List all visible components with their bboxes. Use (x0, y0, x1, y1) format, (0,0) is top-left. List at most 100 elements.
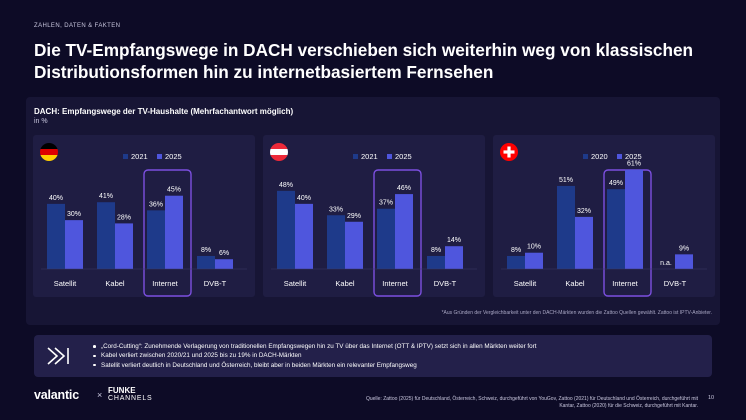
legend-swatch (353, 154, 358, 159)
chart-svg-austria: 2021 2025 48% 40% Satellit 33% 29% Kabel 37% 46% I… (270, 143, 477, 297)
bar (557, 185, 575, 269)
fast-forward-icon (47, 347, 69, 365)
funke-logo-text: FUNKE (108, 386, 136, 395)
summary-bullet: Kabel verliert zwischen 2020/21 und 2025… (92, 351, 537, 360)
bar (115, 223, 133, 269)
bar (197, 255, 215, 269)
source-note: Quelle: Zattoo (2025) für Deutschland, Ö… (365, 396, 698, 409)
legend-label: 2025 (165, 152, 182, 161)
category-label: Internet (612, 279, 638, 288)
bar (575, 216, 593, 269)
highlight-frame (373, 169, 422, 297)
data-label: 41% (99, 193, 113, 200)
chart-austria: 2021 2025 48% 40% Satellit 33% 29% Kabel 37% 46% I… (263, 135, 485, 297)
data-label: 6% (219, 250, 229, 257)
category-label: Kabel (565, 279, 585, 288)
bar (327, 215, 345, 269)
category-label: Satellit (54, 279, 77, 288)
data-label: 51% (559, 177, 573, 184)
legend-swatch (617, 154, 622, 159)
legend-label: 2025 (395, 152, 412, 161)
data-label: 8% (431, 247, 441, 254)
data-label: 48% (279, 182, 293, 189)
chart-switzerland: 2020 2025 8% 10% Satellit 51% 32% Kabel 49% 61% In… (493, 135, 715, 297)
category-label: Internet (382, 279, 408, 288)
data-label: 40% (49, 195, 63, 202)
legend-swatch (157, 154, 162, 159)
bar (47, 203, 65, 269)
category-label: Satellit (284, 279, 307, 288)
legend-swatch (387, 154, 392, 159)
category-label: DVB-T (434, 279, 457, 288)
section-tag: ZAHLEN, DATEN & FAKTEN (34, 23, 121, 29)
legend-label: 2021 (361, 152, 378, 161)
data-label: 10% (527, 244, 541, 251)
category-label: DVB-T (204, 279, 227, 288)
bar (147, 210, 165, 269)
bar (295, 203, 313, 269)
data-label: 49% (609, 180, 623, 187)
summary-bullets: „Cord-Cutting“: Zunehmende Verlagerung v… (92, 342, 537, 370)
chart-germany: 2021 2025 40% 30% Satellit 41% 28% Kabel 36% 45% I… (33, 135, 255, 297)
bar (525, 252, 543, 269)
legend-swatch (583, 154, 588, 159)
switzerland-flag-icon (500, 143, 518, 161)
summary-bullet: „Cord-Cutting“: Zunehmende Verlagerung v… (92, 342, 537, 351)
category-label: Kabel (335, 279, 355, 288)
data-label: 36% (149, 201, 163, 208)
bar (445, 246, 463, 269)
category-label: DVB-T (664, 279, 687, 288)
highlight-frame (143, 169, 192, 297)
bar (165, 195, 183, 269)
data-label: 30% (67, 211, 81, 218)
page-number: 10 (708, 395, 715, 401)
data-label: 8% (511, 247, 521, 254)
channels-logo-text: CHANNELS (108, 395, 153, 402)
chart-svg-switzerland: 2020 2025 8% 10% Satellit 51% 32% Kabel 49% 61% In… (500, 143, 707, 297)
bar (215, 259, 233, 269)
data-label: 8% (201, 247, 211, 254)
summary-bullet: Satellit verliert deutlich in Deutschlan… (92, 361, 537, 370)
bar (97, 202, 115, 269)
data-label: 45% (167, 187, 181, 194)
panel-unit: in % (34, 118, 48, 125)
bar (675, 254, 693, 269)
bar (377, 208, 395, 269)
data-label: 46% (397, 185, 411, 192)
category-label: Kabel (105, 279, 125, 288)
summary-box: „Cord-Cutting“: Zunehmende Verlagerung v… (34, 335, 712, 377)
data-label: 37% (379, 200, 393, 207)
bar (625, 169, 643, 269)
data-label: n.a. (660, 260, 672, 267)
bar (277, 190, 295, 269)
data-label: 9% (679, 245, 689, 252)
data-label: 40% (297, 195, 311, 202)
chart-panel: DACH: Empfangswege der TV-Haushalte (Meh… (26, 97, 720, 325)
data-label: 14% (447, 237, 461, 244)
data-label: 61% (627, 161, 641, 168)
panel-title: DACH: Empfangswege der TV-Haushalte (Meh… (34, 107, 294, 116)
legend-swatch (123, 154, 128, 159)
category-label: Satellit (514, 279, 537, 288)
data-label: 32% (577, 208, 591, 215)
chart-svg-germany: 2021 2025 40% 30% Satellit 41% 28% Kabel 36% 45% I… (40, 143, 247, 297)
valantic-logo: valantic (34, 388, 79, 402)
data-label: 28% (117, 214, 131, 221)
legend-label: 2020 (591, 152, 608, 161)
page-title: Die TV-Empfangswege in DACH verschieben … (34, 40, 694, 82)
data-label: 29% (347, 213, 361, 220)
bar (345, 221, 363, 269)
legend-label: 2021 (131, 152, 148, 161)
logo-separator: × (97, 390, 103, 400)
austria-flag-icon (270, 143, 288, 161)
bar (607, 189, 625, 269)
data-label: 33% (329, 206, 343, 213)
legend-label: 2025 (625, 152, 642, 161)
footnote: *Aus Gründen der Vergleichbarkeit unter … (441, 310, 712, 316)
germany-flag-icon (40, 143, 58, 161)
bar (427, 255, 445, 269)
category-label: Internet (152, 279, 178, 288)
funke-channels-logo: FUNKE CHANNELS (108, 387, 153, 403)
bar (507, 255, 525, 269)
bar (395, 194, 413, 269)
